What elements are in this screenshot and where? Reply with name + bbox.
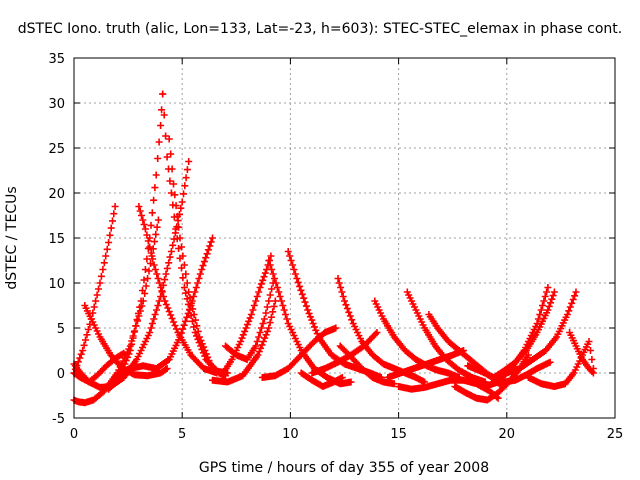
series-arc-13 (209, 297, 279, 386)
data-points (70, 90, 597, 407)
plus-markers (265, 257, 355, 388)
series-arc-05 (81, 302, 171, 380)
series-arc-10 (113, 234, 216, 377)
series-arc-30 (503, 288, 580, 377)
y-tick-label: 20 (48, 187, 65, 202)
x-axis-label: GPS time / hours of day 355 of year 2008 (199, 460, 489, 476)
y-tick-label: 0 (57, 367, 65, 382)
y-tick-label: 35 (48, 52, 65, 67)
chart-title: dSTEC Iono. truth (alic, Lon=133, Lat=-2… (18, 21, 622, 37)
plus-markers (524, 338, 597, 390)
x-tick-label: 0 (70, 427, 78, 442)
series-arc-25 (395, 376, 502, 402)
plot-frame (73, 57, 616, 419)
series-arc-32 (566, 329, 597, 377)
plus-markers (403, 288, 489, 386)
plus-markers (336, 342, 398, 388)
plus-markers (503, 288, 580, 377)
x-tick-label: 15 (390, 427, 407, 442)
x-tick-label: 20 (499, 427, 516, 442)
series-arc-11 (219, 252, 275, 377)
series-arc-17 (297, 369, 346, 390)
plus-markers (81, 302, 171, 380)
y-tick-label: 15 (48, 232, 65, 247)
plus-markers (384, 347, 467, 381)
x-tick-label: 25 (607, 427, 624, 442)
series-arc-14 (265, 257, 355, 388)
series-arc-31 (524, 338, 597, 390)
y-tick-label: 30 (48, 97, 65, 112)
series-arc-22 (403, 288, 489, 386)
y-tick-label: 25 (48, 142, 65, 157)
plus-markers (222, 279, 277, 363)
series-arc-24 (384, 347, 467, 381)
series-arc-12 (222, 279, 277, 363)
plus-markers (219, 252, 275, 377)
x-tick-label: 10 (282, 427, 299, 442)
plus-markers (297, 369, 346, 390)
series-arc-29 (464, 358, 554, 386)
y-tick-label: 5 (57, 322, 65, 337)
plus-markers (464, 358, 554, 386)
plus-markers (566, 329, 597, 377)
series-arc-08 (159, 90, 232, 377)
plus-markers (395, 376, 502, 402)
y-tick-label: 10 (48, 277, 65, 292)
series-arc-20 (308, 329, 381, 377)
plus-markers (308, 329, 381, 377)
series-arc-16 (258, 324, 340, 381)
y-tick-label: -5 (52, 412, 65, 427)
plus-markers (209, 297, 279, 386)
plus-markers (258, 324, 340, 381)
plus-markers (159, 90, 232, 377)
y-axis-label: dSTEC / TECUs (4, 186, 20, 289)
x-tick-label: 5 (178, 427, 186, 442)
plus-markers (113, 234, 216, 377)
series-arc-19 (336, 342, 398, 388)
